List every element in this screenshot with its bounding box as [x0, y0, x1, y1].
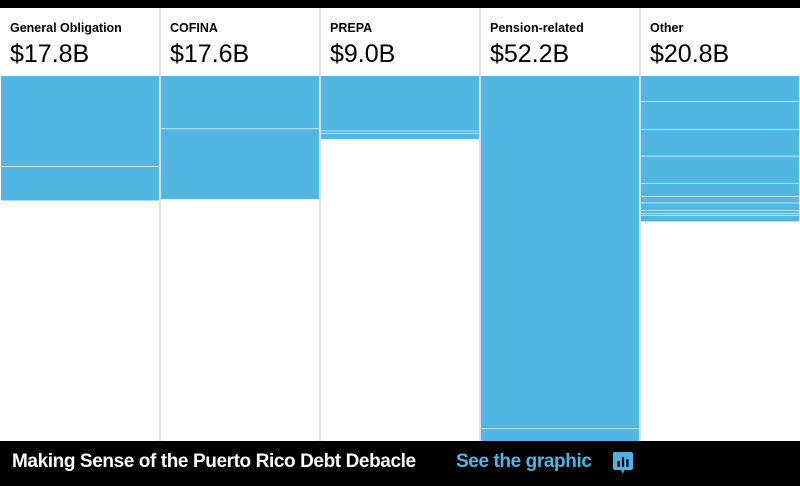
- value-label: $20.8B: [650, 40, 729, 68]
- bar-chart-icon[interactable]: [612, 451, 634, 475]
- bar-segment: [641, 210, 799, 214]
- see-graphic-link[interactable]: See the graphic: [456, 451, 592, 472]
- bar-segment: [161, 129, 319, 200]
- category-label: General Obligation: [10, 21, 122, 35]
- bar-segment: [641, 213, 799, 216]
- bar-segment: [641, 183, 799, 197]
- bar-segment: [641, 101, 799, 130]
- bar-segment: [321, 134, 479, 139]
- value-label: $17.6B: [170, 40, 249, 68]
- bar-segment: [1, 76, 159, 167]
- bar-segment: [161, 76, 319, 130]
- category-label: Pension-related: [490, 21, 584, 35]
- bar-segment: [641, 196, 799, 204]
- bar-segment: [1, 166, 159, 201]
- chart-background: [0, 8, 800, 441]
- footer-bar: Making Sense of the Puerto Rico Debt Deb…: [0, 441, 800, 486]
- debt-chart: General Obligation $17.8B COFINA $17.6B PREP…: [0, 8, 800, 441]
- category-label: COFINA: [170, 21, 218, 35]
- footer-title: Making Sense of the Puerto Rico Debt Deb…: [12, 451, 416, 472]
- category-label: Other: [650, 21, 683, 35]
- bar-segment: [481, 429, 639, 441]
- value-label: $52.2B: [490, 40, 569, 68]
- category-label: PREPA: [330, 21, 372, 35]
- bar-segment: [321, 76, 479, 132]
- bar-segment: [641, 215, 799, 222]
- value-label: $17.8B: [10, 40, 89, 68]
- bar-segment: [641, 76, 799, 102]
- bar-segment: [641, 156, 799, 184]
- bar-segment: [481, 76, 639, 430]
- bar-segment: [321, 131, 479, 135]
- bar-segment: [641, 203, 799, 211]
- value-label: $9.0B: [330, 40, 395, 68]
- bar-segment: [641, 129, 799, 157]
